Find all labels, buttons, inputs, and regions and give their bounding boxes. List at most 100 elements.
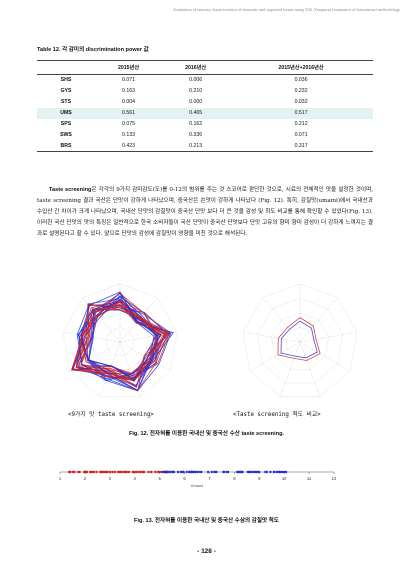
imported-sample-point xyxy=(241,470,244,474)
imported-sample-point xyxy=(181,470,184,474)
domestic-sample-point xyxy=(100,470,104,474)
table-cell: 0.036 xyxy=(294,77,308,84)
table-cell: 0.336 xyxy=(189,132,203,138)
row-name: SWS xyxy=(60,132,72,138)
imported-sample-point xyxy=(283,470,286,474)
domestic-sample-point xyxy=(142,470,145,474)
table-col-header: 2015년산 xyxy=(95,60,163,75)
figure12-caption: Fig. 12. 전자혀를 이용한 국내산 및 중국산 수산 taste scr… xyxy=(128,431,285,437)
radar-spoke xyxy=(242,331,301,343)
imported-sample-point xyxy=(278,470,281,474)
imported-sample-point xyxy=(193,470,197,474)
row-name: STS xyxy=(60,99,72,105)
imported-sample-point xyxy=(215,470,218,474)
table-cell: 0.000 xyxy=(189,99,203,105)
table-cell: 0.133 xyxy=(122,132,136,138)
figure13-caption: Fig. 13. 전자혀를 이용한 국내산 및 중국산 수삼의 감칠맛 척도 xyxy=(134,518,279,524)
domestic-sample-point xyxy=(137,470,140,474)
table-col-header: 2015년산+2016년산 xyxy=(229,60,373,75)
imported-sample-point xyxy=(269,470,272,474)
domestic-sample-point xyxy=(95,470,98,474)
table-cell: 0.004 xyxy=(122,99,136,105)
table-col-header: 2016년산 xyxy=(162,60,230,75)
row-name: BRS xyxy=(37,140,95,152)
radar-chart-scale-comparison xyxy=(242,283,358,397)
umami-tick-label: 4 xyxy=(134,476,137,481)
imported-sample-point xyxy=(163,470,166,474)
domestic-sample-point xyxy=(85,470,89,474)
imported-sample-point xyxy=(169,470,172,474)
radar-grid-ring xyxy=(105,327,135,356)
radar-spoke xyxy=(262,297,301,343)
table-cell: 0.213 xyxy=(162,140,230,152)
domestic-sample-point xyxy=(150,470,153,474)
umami-tick-label: 2 xyxy=(84,476,87,481)
radar-spoke xyxy=(249,341,301,372)
radar-grid-ring xyxy=(271,312,329,370)
row-name: SPS xyxy=(60,121,72,127)
domestic-sample-point xyxy=(111,470,114,474)
table-cell: 0.163 xyxy=(122,88,136,94)
domestic-sample-point xyxy=(90,470,93,474)
imported-sample-point xyxy=(210,470,213,474)
table-cell: 0.032 xyxy=(294,99,308,105)
imported-sample-point xyxy=(172,470,176,474)
domestic-sample-point xyxy=(116,470,120,474)
radar-grid-ring xyxy=(242,283,358,397)
table-col-header xyxy=(37,60,95,75)
domestic-sample-point xyxy=(69,470,72,474)
imported-sample-point xyxy=(251,470,255,474)
imported-sample-point xyxy=(265,470,268,474)
radar-spoke xyxy=(299,331,358,343)
domestic-sample-point xyxy=(71,470,75,474)
row-name: UMS xyxy=(37,107,95,119)
radar-grid-ring xyxy=(285,327,315,356)
radar-grid-ring xyxy=(76,298,164,384)
domestic-sample-point xyxy=(92,470,96,474)
umami-tick-label: 11 xyxy=(307,476,312,481)
table-cell: 0.232 xyxy=(294,88,308,94)
imported-sample-point xyxy=(246,470,249,474)
imported-sample-point xyxy=(190,470,193,474)
radar-spoke xyxy=(119,331,178,343)
table-cell: 0.465 xyxy=(162,107,230,119)
imported-series-line xyxy=(76,304,168,391)
umami-tick-label: 1 xyxy=(59,476,62,481)
imported-sample-point xyxy=(206,470,210,474)
domestic-sample-point xyxy=(139,470,142,474)
domestic-mean-line xyxy=(277,317,321,361)
imported-sample-point xyxy=(185,470,188,474)
table-row: SWS 0.133 0.336 0.071 xyxy=(37,130,373,141)
imported-sample-point xyxy=(176,470,180,474)
table-cell: 0.210 xyxy=(189,88,203,94)
radar-grid-ring xyxy=(91,312,149,370)
radar-grid-ring xyxy=(256,298,344,384)
table-row: GYS 0.163 0.210 0.232 xyxy=(37,86,373,97)
umami-tick-label: 8 xyxy=(233,476,236,481)
umami-tick-label: 9 xyxy=(258,476,261,481)
domestic-sample-point xyxy=(83,470,86,474)
table-cell: 0.561 xyxy=(95,107,163,119)
page-number: - 128 - xyxy=(197,548,216,555)
imported-sample-point xyxy=(196,470,199,474)
row-name: GYS xyxy=(60,88,72,94)
running-header: Evaluation of sensory characteristics of… xyxy=(173,8,400,12)
table-cell: 0.212 xyxy=(294,121,308,127)
umami-tick-label: 3 xyxy=(109,476,112,481)
domestic-series-line xyxy=(75,304,165,374)
table-cell: 0.006 xyxy=(189,77,203,84)
row-name: SHS xyxy=(60,77,72,84)
domestic-sample-point xyxy=(154,470,157,474)
domestic-sample-point xyxy=(121,470,124,474)
radar-spoke xyxy=(299,341,351,372)
imported-sample-point xyxy=(188,470,191,474)
table-cell: 0.071 xyxy=(122,77,136,84)
table-caption: Table 12. 각 감미의 discrimination power 값 xyxy=(37,47,149,53)
imported-sample-point xyxy=(198,470,202,474)
domestic-sample-point xyxy=(102,470,105,474)
table-cell: 0.071 xyxy=(294,132,308,138)
imported-sample-point xyxy=(222,470,225,474)
imported-mean-line xyxy=(280,320,318,359)
figure-right-label: <Taste screening 척도 비교> xyxy=(233,412,321,418)
table-row-highlighted: UMS 0.561 0.465 0.517 xyxy=(37,107,373,119)
